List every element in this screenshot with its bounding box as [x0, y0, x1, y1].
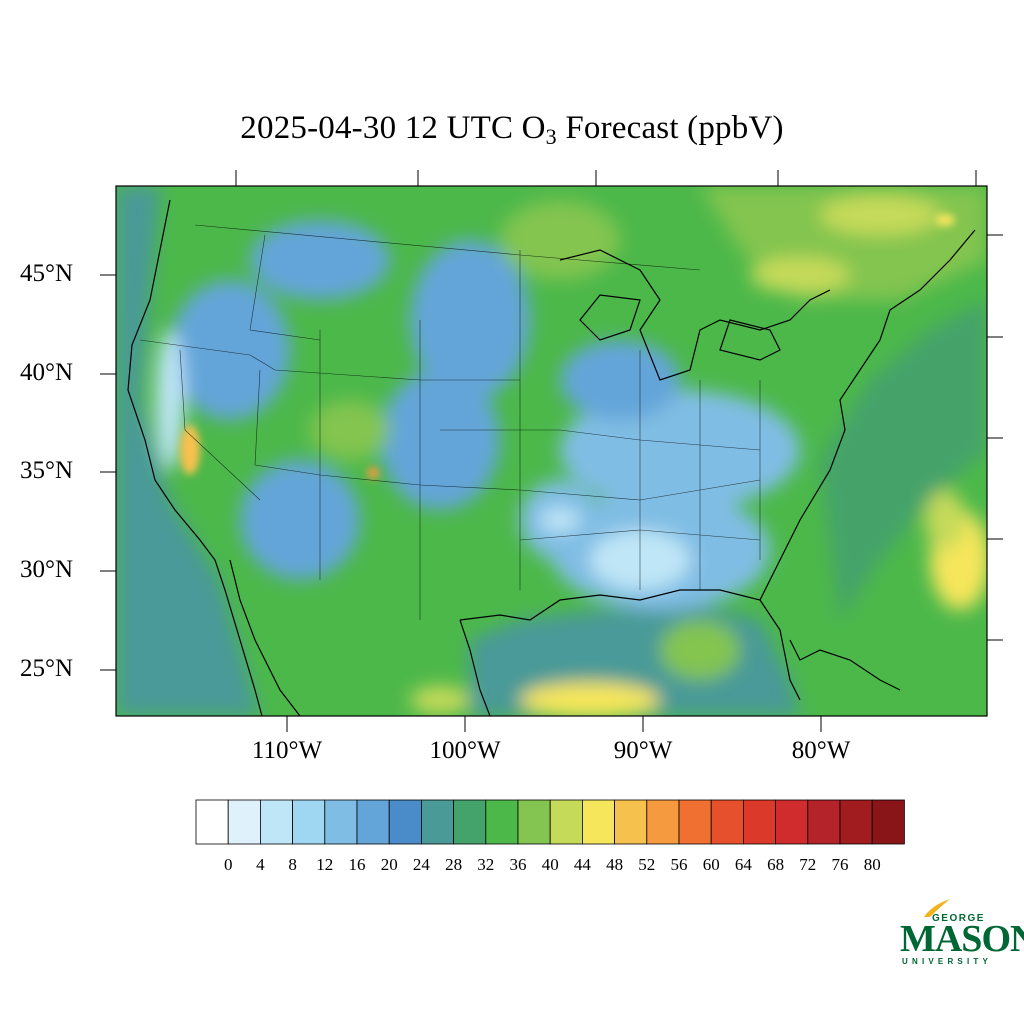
colorbar-swatch [324, 799, 358, 845]
map-frame [115, 185, 988, 717]
lon-label-90: 90°W [613, 737, 673, 764]
colorbar-swatch [549, 799, 583, 845]
colorbar-tick-label: 76 [831, 855, 849, 874]
colorbar-tick-label: 60 [702, 855, 720, 874]
colorbar-tick-label: 48 [606, 855, 624, 874]
colorbar-tick-label: 4 [256, 855, 265, 874]
lat-label-35: 35°N [20, 457, 74, 484]
colorbar-tick-label: 16 [348, 855, 366, 874]
colorbar-tick-label: 52 [638, 855, 656, 874]
logo-university: UNIVERSITY [902, 957, 993, 966]
colorbar-swatch [807, 799, 841, 845]
colorbar-tick-label: 68 [767, 855, 785, 874]
colorbar-swatch [710, 799, 744, 845]
logo-george: GEORGE [932, 913, 985, 924]
colorbar-swatch [195, 799, 229, 845]
map-title: 2025-04-30 12 UTC O3 Forecast (ppbV) [240, 110, 784, 149]
colorbar-swatch [259, 799, 293, 845]
colorbar-swatch [388, 799, 422, 845]
colorbar-swatch [517, 799, 551, 845]
colorbar-tick-label: 12 [316, 855, 334, 874]
colorbar-swatch [839, 799, 873, 845]
colorbar-tick-label: 20 [380, 855, 398, 874]
colorbar-tick-label: 80 [863, 855, 881, 874]
coastlines [127, 199, 976, 716]
colorbar-swatch [678, 799, 712, 845]
colorbar-swatch [485, 799, 519, 845]
colorbar-swatch [420, 799, 454, 845]
lat-label-45: 45°N [20, 260, 74, 287]
colorbar-tick-label: 28 [445, 855, 463, 874]
colorbar-swatch [871, 799, 905, 845]
colorbar [195, 799, 905, 845]
colorbar-swatch [614, 799, 648, 845]
colorbar-tick-label: 56 [670, 855, 688, 874]
logo-mason: MASON [900, 918, 1024, 960]
colorbar-tick-label: 72 [799, 855, 817, 874]
lat-label-40: 40°N [20, 359, 74, 386]
flame-icon [924, 899, 950, 917]
colorbar-swatch [582, 799, 616, 845]
lon-label-110: 110°W [251, 737, 323, 764]
lat-label-25: 25°N [20, 655, 74, 682]
colorbar-swatch [775, 799, 809, 845]
colorbar-tick-label: 0 [223, 855, 233, 874]
colorbar-swatch [646, 799, 680, 845]
colorbar-tick-label: 32 [477, 855, 495, 874]
gmu-logo: GEORGE MASON UNIVERSITY [898, 897, 1024, 972]
colorbar-swatch [356, 799, 390, 845]
lon-label-80: 80°W [791, 737, 851, 764]
colorbar-tick-label: 64 [734, 855, 752, 874]
colorbar-tick-label: 24 [412, 855, 430, 874]
colorbar-tick-label: 40 [541, 855, 559, 874]
colorbar-tick-label: 8 [288, 855, 297, 874]
lat-label-30: 30°N [20, 556, 74, 583]
colorbar-swatch [453, 799, 487, 845]
state-borders [139, 224, 761, 620]
colorbar-swatch [743, 799, 777, 845]
ozone-field [116, 186, 987, 716]
colorbar-tick-label: 44 [573, 855, 591, 874]
colorbar-swatch [292, 799, 326, 845]
colorbar-tick-label: 36 [509, 855, 527, 874]
axis-ticks [100, 170, 1003, 732]
colorbar-swatch [227, 799, 261, 845]
lon-label-100: 100°W [429, 737, 501, 764]
